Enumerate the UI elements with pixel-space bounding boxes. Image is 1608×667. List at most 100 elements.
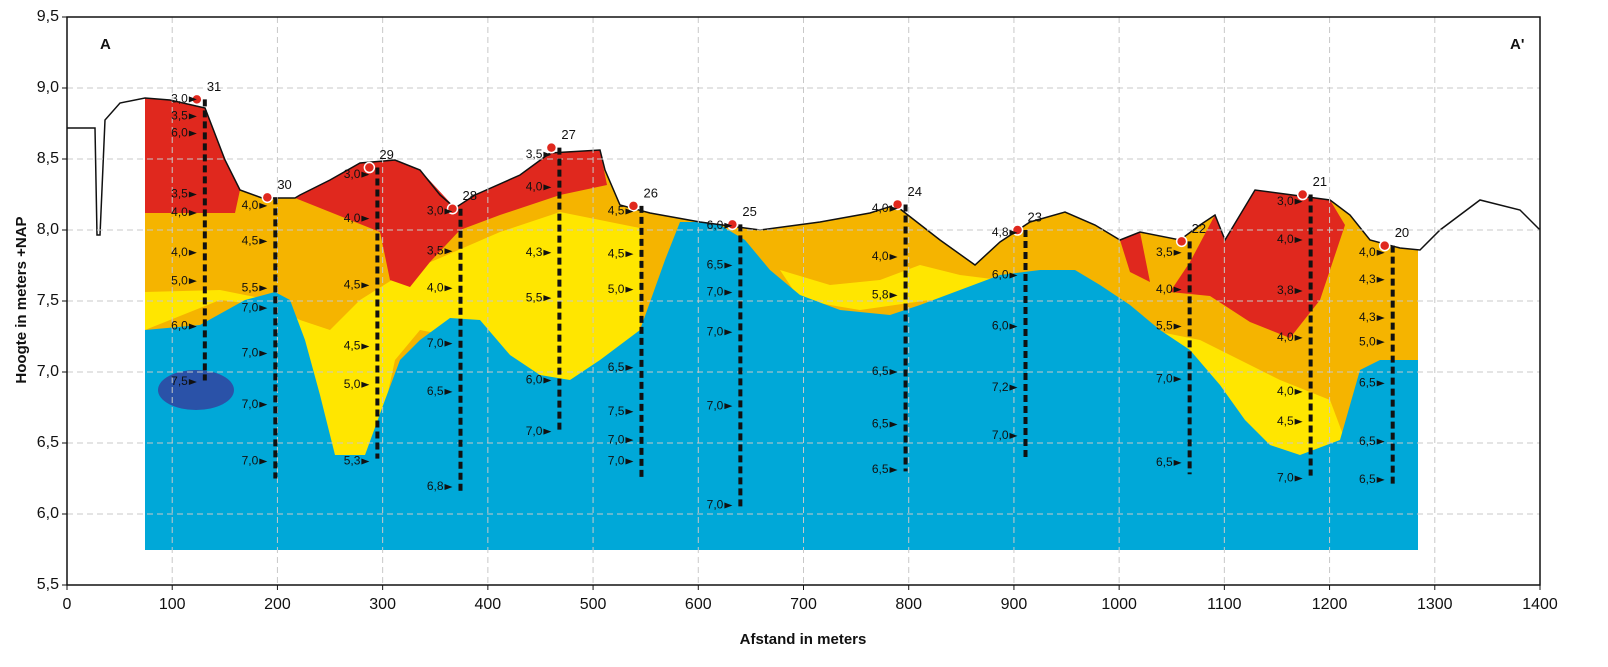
reading-label: 3,8 xyxy=(1277,283,1294,297)
reading-label: 4,0 xyxy=(427,280,444,294)
reading-label: 3,0 xyxy=(344,167,361,181)
reading-label: 3,0 xyxy=(1277,194,1294,208)
y-tick-label: 8,5 xyxy=(37,150,59,167)
reading-label: 6,5 xyxy=(872,462,889,476)
reading-label: 5,0 xyxy=(1359,334,1376,348)
reading-label: 7,0 xyxy=(526,424,543,438)
reading-label: 7,5 xyxy=(608,404,625,418)
reading-label: 6,5 xyxy=(1359,472,1376,486)
reading-label: 7,0 xyxy=(707,285,724,299)
reading-label: 6,0 xyxy=(992,268,1009,282)
reading-label: 7,0 xyxy=(242,300,259,314)
annotation: A' xyxy=(1510,36,1524,53)
reading-label: 3,5 xyxy=(171,109,188,123)
reading-label: 4,3 xyxy=(1359,272,1376,286)
y-tick-label: 6,0 xyxy=(37,505,59,522)
reading-label: 7,0 xyxy=(1277,471,1294,485)
reading-label: 3,0 xyxy=(427,204,444,218)
borehole-name: 21 xyxy=(1313,174,1327,189)
reading-label: 4,5 xyxy=(608,204,625,218)
reading-label: 6,0 xyxy=(992,319,1009,333)
reading-label: 6,0 xyxy=(171,126,188,140)
x-tick-label: 100 xyxy=(159,596,186,613)
reading-label: 5,0 xyxy=(344,377,361,391)
reading-label: 7,0 xyxy=(427,336,444,350)
reading-label: 4,5 xyxy=(344,278,361,292)
reading-label: 6,0 xyxy=(526,373,543,387)
chart: A A' Afstand in meters Hoogte in meters … xyxy=(0,0,1608,662)
reading-label: 4,0 xyxy=(344,211,361,225)
reading-label: 6,5 xyxy=(427,384,444,398)
reading-label: 6,5 xyxy=(608,360,625,374)
borehole-name: 29 xyxy=(379,147,393,162)
x-tick-label: 300 xyxy=(369,596,396,613)
reading-label: 4,3 xyxy=(526,245,543,259)
y-tick-label: 6,5 xyxy=(37,434,59,451)
borehole-name: 25 xyxy=(742,204,756,219)
y-tick-label: 7,0 xyxy=(37,363,59,380)
reading-label: 3,5 xyxy=(526,147,543,161)
y-tick-label: 9,5 xyxy=(37,8,59,25)
reading-label: 5,5 xyxy=(242,280,259,294)
reading-label: 3,0 xyxy=(171,92,188,106)
reading-label: 5,0 xyxy=(608,282,625,296)
x-tick-label: 800 xyxy=(895,596,922,613)
reading-label: 7,0 xyxy=(242,454,259,468)
reading-label: 3,5 xyxy=(1156,245,1173,259)
borehole-top xyxy=(364,163,374,173)
reading-label: 3,5 xyxy=(171,187,188,201)
reading-label: 7,0 xyxy=(242,346,259,360)
reading-label: 4,5 xyxy=(1277,414,1294,428)
reading-label: 4,8 xyxy=(992,225,1009,239)
x-axis-title: Afstand in meters xyxy=(740,631,867,648)
reading-label: 4,0 xyxy=(242,198,259,212)
reading-label: 5,5 xyxy=(526,290,543,304)
reading-label: 7,2 xyxy=(992,380,1009,394)
borehole-name: 24 xyxy=(908,184,922,199)
reading-label: 4,0 xyxy=(171,245,188,259)
reading-label: 7,0 xyxy=(707,324,724,338)
x-tick-label: 600 xyxy=(685,596,712,613)
reading-label: 4,0 xyxy=(872,249,889,263)
y-tick-label: 5,5 xyxy=(37,576,59,593)
x-tick-label: 1300 xyxy=(1417,596,1453,613)
reading-label: 4,5 xyxy=(242,234,259,248)
annotation: A xyxy=(100,36,111,53)
borehole-top xyxy=(1380,241,1390,251)
reading-label: 6,5 xyxy=(872,364,889,378)
borehole-name: 31 xyxy=(207,79,221,94)
x-tick-label: 700 xyxy=(790,596,817,613)
reading-label: 4,0 xyxy=(1156,282,1173,296)
reading-label: 7,0 xyxy=(992,428,1009,442)
reading-label: 4,5 xyxy=(344,339,361,353)
reading-label: 5,8 xyxy=(872,287,889,301)
reading-label: 6,0 xyxy=(707,218,724,232)
reading-label: 6,5 xyxy=(1359,434,1376,448)
x-tick-label: 900 xyxy=(1001,596,1028,613)
reading-label: 7,0 xyxy=(608,454,625,468)
borehole-top xyxy=(262,192,272,202)
reading-label: 4,0 xyxy=(1277,330,1294,344)
reading-label: 5,3 xyxy=(344,454,361,468)
reading-label: 7,0 xyxy=(707,398,724,412)
borehole-name: 22 xyxy=(1192,221,1206,236)
reading-label: 5,0 xyxy=(171,273,188,287)
reading-label: 4,3 xyxy=(1359,310,1376,324)
reading-label: 4,0 xyxy=(171,205,188,219)
reading-label: 4,0 xyxy=(1359,245,1376,259)
reading-label: 3,5 xyxy=(427,243,444,257)
borehole-name: 23 xyxy=(1028,209,1042,224)
x-tick-label: 500 xyxy=(580,596,607,613)
borehole-top xyxy=(1298,190,1308,200)
borehole-name: 28 xyxy=(463,188,477,203)
x-tick-label: 0 xyxy=(63,596,72,613)
reading-label: 4,5 xyxy=(608,246,625,260)
y-tick-label: 9,0 xyxy=(37,79,59,96)
x-tick-label: 1000 xyxy=(1101,596,1137,613)
reading-label: 7,0 xyxy=(608,432,625,446)
borehole-name: 27 xyxy=(561,127,575,142)
reading-label: 4,0 xyxy=(1277,384,1294,398)
borehole-name: 20 xyxy=(1395,225,1409,240)
reading-label: 6,0 xyxy=(171,319,188,333)
borehole-top xyxy=(628,201,638,211)
